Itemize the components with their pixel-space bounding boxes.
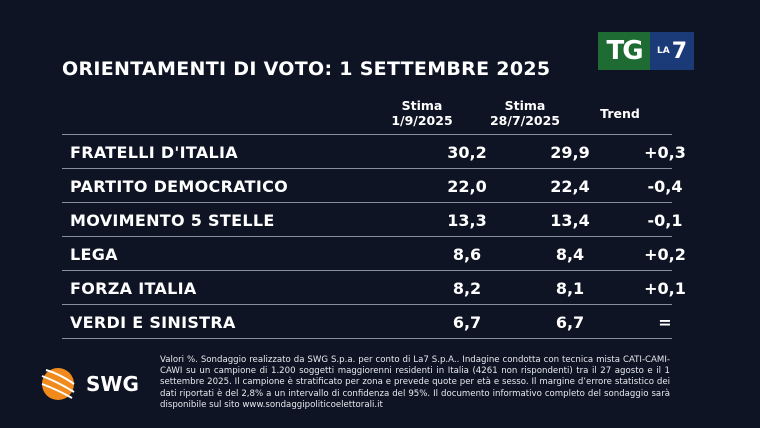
header-date: 1/9/2025 — [391, 113, 453, 128]
previous-value: 8,1 — [555, 279, 585, 298]
current-value: 22,0 — [447, 177, 487, 196]
header-date: 28/7/2025 — [489, 113, 560, 128]
swg-logo: SWG — [36, 362, 139, 406]
header-trend: Trend — [575, 106, 665, 121]
previous-value: 22,4 — [550, 177, 590, 196]
party-name: FRATELLI D'ITALIA — [70, 143, 238, 162]
tg-logo-part: TG — [598, 32, 650, 70]
table-row: VERDI E SINISTRA 6,7 6,7 = — [62, 304, 672, 339]
trend-value: +0,3 — [644, 143, 686, 162]
swg-globe-icon — [41, 368, 75, 400]
trend-value: +0,1 — [644, 279, 686, 298]
header-previous: Stima 28/7/2025 — [480, 98, 570, 128]
party-name: VERDI E SINISTRA — [70, 313, 236, 332]
trend-value: -0,1 — [647, 211, 683, 230]
current-value: 8,6 — [452, 245, 482, 264]
table-row: PARTITO DEMOCRATICO 22,0 22,4 -0,4 — [62, 168, 682, 203]
header-label: Stima — [504, 98, 546, 113]
previous-value: 13,4 — [550, 211, 590, 230]
table-row: FORZA ITALIA 8,2 8,1 +0,1 — [62, 270, 686, 305]
tg-la7-logo: TG LA 7 — [598, 32, 694, 70]
previous-value: 29,9 — [550, 143, 590, 162]
table-bottom-rule — [62, 338, 672, 339]
la7-logo-part: LA 7 — [650, 32, 694, 70]
party-name: LEGA — [70, 245, 118, 264]
trend-value: +0,2 — [644, 245, 686, 264]
party-name: PARTITO DEMOCRATICO — [70, 177, 289, 196]
party-name: MOVIMENTO 5 STELLE — [70, 211, 275, 230]
header-label: Stima — [401, 98, 443, 113]
swg-brand-text: SWG — [86, 372, 139, 396]
trend-value: -0,4 — [647, 177, 683, 196]
header-label: Trend — [600, 106, 640, 121]
current-value: 8,2 — [452, 279, 482, 298]
current-value: 30,2 — [447, 143, 487, 162]
previous-value: 8,4 — [555, 245, 585, 264]
table-row: MOVIMENTO 5 STELLE 13,3 13,4 -0,1 — [62, 202, 682, 237]
table-row: FRATELLI D'ITALIA 30,2 29,9 +0,3 — [62, 134, 686, 169]
current-value: 6,7 — [452, 313, 482, 332]
table-row: LEGA 8,6 8,4 +0,2 — [62, 236, 686, 271]
previous-value: 6,7 — [555, 313, 585, 332]
current-value: 13,3 — [447, 211, 487, 230]
trend-value: = — [658, 313, 672, 332]
header-current: Stima 1/9/2025 — [377, 98, 467, 128]
methodology-note: Valori %. Sondaggio realizzato da SWG S.… — [160, 355, 670, 410]
party-name: FORZA ITALIA — [70, 279, 197, 298]
page-title: ORIENTAMENTI DI VOTO: 1 SETTEMBRE 2025 — [62, 58, 551, 80]
